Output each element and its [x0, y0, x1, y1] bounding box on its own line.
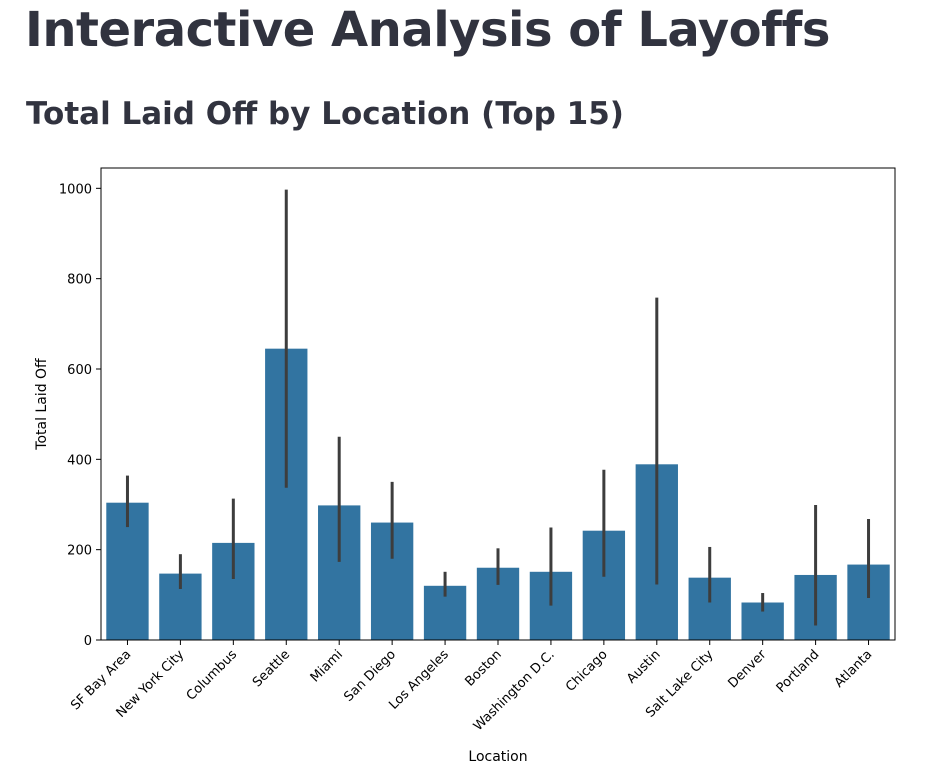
bars-layer [106, 348, 890, 640]
x-tick-label: Miami [308, 647, 346, 685]
y-axis: 0 200 400 600 800 1000 [59, 182, 101, 649]
x-tick-label: Austin [624, 647, 663, 686]
x-tick-label: San Diego [341, 647, 399, 705]
x-tick-label: Boston [462, 647, 504, 689]
x-tick-label: Seattle [250, 647, 293, 690]
y-tick-label: 400 [67, 453, 92, 468]
x-tick-label: Atlanta [832, 647, 876, 691]
chart-heading: Total Laid Off by Location (Top 15) [26, 96, 624, 132]
x-tick-label: Chicago [563, 647, 611, 695]
y-tick-label: 1000 [59, 182, 92, 197]
y-tick-label: 800 [67, 273, 92, 288]
y-axis-label: Total Laid Off [34, 358, 50, 451]
x-tick-label: Denver [725, 647, 770, 692]
x-tick-label: Columbus [184, 647, 241, 704]
error-bars-layer [125, 189, 871, 626]
page-title: Interactive Analysis of Layoffs [25, 2, 830, 58]
x-axis-label: Location [468, 749, 527, 765]
y-tick-label: 600 [67, 363, 92, 378]
x-tick-label: Portland [774, 647, 823, 696]
y-tick-label: 200 [67, 544, 92, 559]
y-tick-label: 0 [84, 634, 92, 649]
